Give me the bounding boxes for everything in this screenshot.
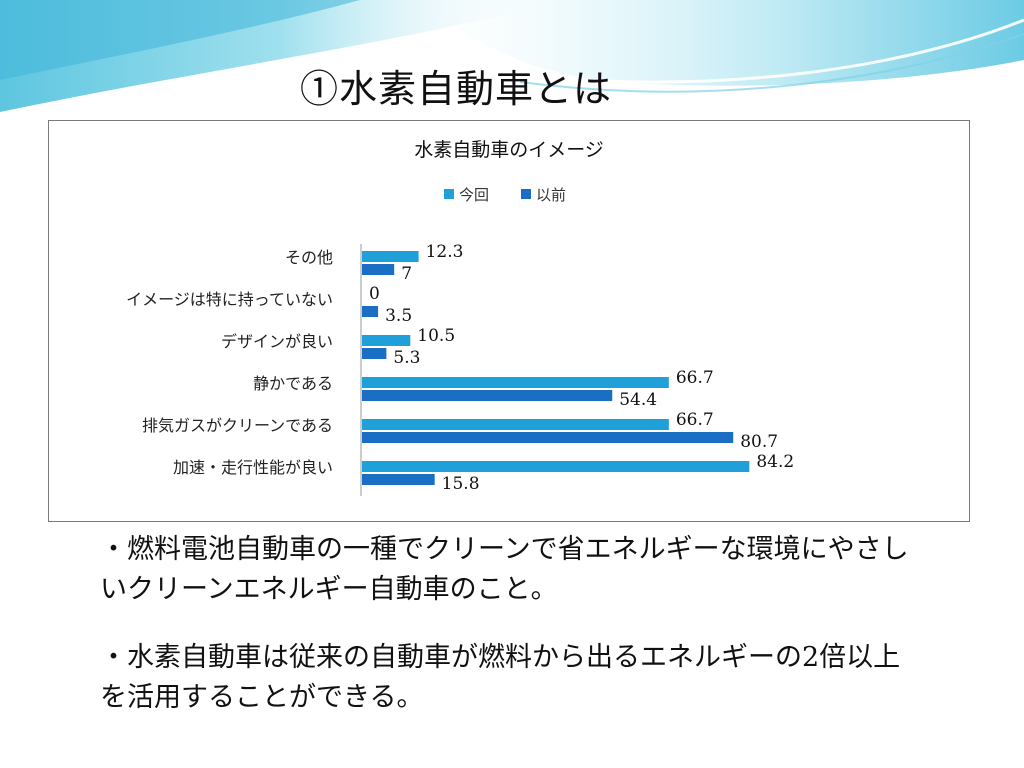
data-label: 54.4 [619, 390, 657, 410]
category-label: デザインが良い [221, 332, 333, 351]
slide-title: ①水素自動車とは [300, 67, 613, 111]
category-label: イメージは特に持っていない [126, 290, 333, 309]
data-label: 80.7 [740, 432, 778, 452]
data-label: 3.5 [385, 306, 412, 326]
category-label: その他 [285, 248, 333, 267]
data-label: 0 [369, 284, 380, 304]
bar-current [362, 377, 669, 388]
bar-previous [362, 432, 734, 443]
category-label: 加速・走行性能が良い [173, 458, 333, 477]
data-label: 15.8 [442, 474, 480, 494]
bar-current [362, 461, 750, 472]
data-label: 10.5 [417, 326, 455, 346]
bar-chart: 水素自動車のイメージ 今回 以前 その他イメージは特に持っていないデザインが良い… [126, 139, 794, 496]
bar-current [362, 251, 419, 262]
bar-previous [362, 390, 613, 401]
category-label: 静かである [253, 374, 333, 393]
category-label: 排気ガスがクリーンである [142, 416, 333, 435]
legend-swatch-previous [521, 189, 531, 199]
bar-current [362, 335, 411, 346]
bar-previous [362, 474, 435, 485]
data-label: 5.3 [393, 348, 420, 368]
chart-title: 水素自動車のイメージ [414, 139, 604, 161]
header-wave-decoration [0, 0, 1024, 112]
legend-swatch-current [444, 189, 454, 199]
slide-body: ・燃料電池自動車の一種でクリーンで省エネルギーな環境にやさしいクリーンエネルギー… [100, 530, 920, 746]
bar-current [362, 419, 669, 430]
chart-legend: 今回 以前 [444, 186, 566, 204]
bullet-text-1: ・燃料電池自動車の一種でクリーンで省エネルギーな環境にやさしいクリーンエネルギー… [100, 534, 909, 605]
bar-previous [362, 348, 387, 359]
chart-frame: 水素自動車のイメージ 今回 以前 その他イメージは特に持っていないデザインが良い… [48, 120, 970, 522]
data-label: 66.7 [676, 368, 714, 388]
bullet-text-2: ・水素自動車は従来の自動車が燃料から出るエネルギーの2倍以上を活用することができ… [100, 642, 901, 713]
data-label: 7 [401, 264, 412, 284]
legend-label-current: 今回 [459, 186, 489, 204]
bar-previous [362, 264, 395, 275]
legend-label-previous: 以前 [536, 186, 566, 204]
data-label: 66.7 [676, 410, 714, 430]
data-label: 12.3 [426, 242, 464, 262]
data-label: 84.2 [756, 452, 794, 472]
bar-previous [362, 306, 379, 317]
